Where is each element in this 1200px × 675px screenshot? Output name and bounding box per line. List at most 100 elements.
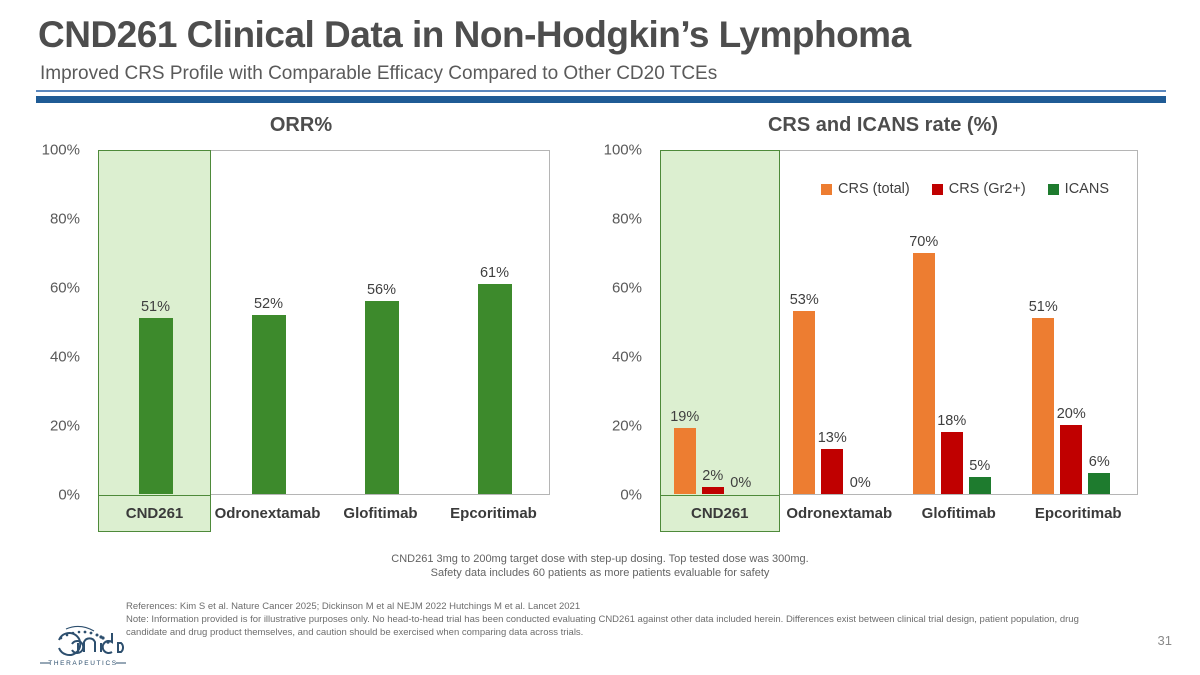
bar-slot: 53% xyxy=(790,149,819,494)
chart-note-line-1: CND261 3mg to 200mg target dose with ste… xyxy=(391,553,809,565)
chart-crs-category-band: CND261 Odronextamab Glofitimab Epcoritimab xyxy=(660,496,1138,532)
bar xyxy=(673,428,696,494)
y-axis-tick-crs: 60% xyxy=(611,279,642,297)
bar-slot: 70% xyxy=(909,149,938,494)
legend-label: CRS (Gr2+) xyxy=(948,181,1026,197)
bar-value-label: 5% xyxy=(969,457,991,474)
bar-slot: 19% xyxy=(670,149,699,494)
divider-thin-rule xyxy=(36,90,1166,92)
bar-value-label: 52% xyxy=(253,295,284,312)
bar xyxy=(701,487,724,494)
chart-crs-plot-area: 19% 2% 0% 53% 13% 0% 70% 18% 5% 51% 20% 6% CRS (tot… xyxy=(660,150,1138,496)
bar xyxy=(1032,318,1055,494)
bar-value-label: 61% xyxy=(479,264,510,281)
bar-group: 19% 2% 0% xyxy=(661,151,781,494)
bar-slot: 52% xyxy=(251,149,286,494)
bar-value-label: 6% xyxy=(1088,454,1110,471)
y-axis-tick-crs: 80% xyxy=(611,210,642,228)
bar-slot: 51% xyxy=(138,149,173,494)
page-title: CND261 Clinical Data in Non-Hodgkin’s Ly… xyxy=(38,14,911,55)
bar xyxy=(1088,473,1111,494)
y-axis-tick-orr: 0% xyxy=(58,486,80,504)
bar xyxy=(793,311,816,494)
legend-swatch-icon xyxy=(931,183,943,195)
category-label-glofitimab: Glofitimab xyxy=(343,505,418,522)
footnote-note-line-2: candidate and drug product themselves, a… xyxy=(126,627,584,638)
bar xyxy=(1060,425,1083,494)
logo-icon: THERAPEUTICS xyxy=(40,625,126,667)
legend-item: ICANS xyxy=(1047,181,1109,197)
category-label-epcoritimab: Epcoritimab xyxy=(1034,505,1122,522)
header-divider xyxy=(36,90,1166,103)
chart-crs-title: CRS and ICANS rate (%) xyxy=(767,114,999,136)
bar-value-label: 18% xyxy=(937,412,967,429)
bar xyxy=(968,476,991,494)
chart-orr-category-band: CND261 Odronextamab Glofitimab Epcoritimab xyxy=(98,496,550,532)
divider-thick-rule xyxy=(36,96,1166,103)
bar-value-label: 0% xyxy=(730,475,752,491)
chart-note-line-2: Safety data includes 60 patients as more… xyxy=(430,567,770,579)
legend-swatch-icon xyxy=(821,183,832,195)
y-axis-tick-orr: 20% xyxy=(49,417,80,435)
bar-slot: 18% xyxy=(937,149,966,494)
bar-value-label: 51% xyxy=(140,299,171,316)
y-axis-tick-crs: 0% xyxy=(620,486,642,504)
y-axis-tick-orr: 80% xyxy=(49,210,80,228)
bar-group: 61% xyxy=(438,151,551,494)
bar xyxy=(912,252,935,494)
bar-value-label: 19% xyxy=(670,409,700,426)
bar-value-label: 2% xyxy=(702,468,724,485)
y-axis-tick-orr: 40% xyxy=(49,348,80,366)
y-axis-tick-crs: 100% xyxy=(603,141,642,159)
category-label-cnd261: CND261 xyxy=(98,496,211,532)
bar-slot: 6% xyxy=(1088,149,1111,494)
legend-item: CRS (total) xyxy=(821,181,910,197)
bar xyxy=(251,314,286,494)
bar-value-label: 70% xyxy=(909,233,939,250)
chart-orr-bars: 51% 52% 56% 61% xyxy=(99,151,549,494)
bar-group: 70% 18% 5% xyxy=(900,151,1020,494)
bar-value-label: 51% xyxy=(1028,299,1058,316)
bar-slot: 0% xyxy=(849,149,871,494)
y-axis-tick-orr: 60% xyxy=(49,279,80,297)
bar-slot: 0% xyxy=(730,149,752,494)
legend-label: CRS (total) xyxy=(838,181,910,197)
bar-value-label: 20% xyxy=(1056,406,1086,422)
bar-value-label: 0% xyxy=(849,475,871,491)
category-label-odronextamab: Odronextamab xyxy=(214,505,321,522)
footnotes: References: Kim S et al. Nature Cancer 2… xyxy=(126,600,1126,639)
bar-slot: 5% xyxy=(968,149,991,494)
category-label-odronextamab: Odronextamab xyxy=(786,505,893,522)
chart-crs-y-axis: 0% 20% 40% 60% 80% 100% xyxy=(598,142,650,504)
bar xyxy=(138,318,173,494)
chart-crs: CRS and ICANS rate (%) 0% 20% 40% 60% 80% 100… xyxy=(598,112,1158,532)
chart-crs-legend: CRS (total) CRS (Gr2+) ICANS xyxy=(821,181,1109,197)
bar-value-label: 53% xyxy=(789,292,819,309)
bar-value-label: 13% xyxy=(817,430,847,447)
bar-slot: 13% xyxy=(818,149,847,494)
category-label-epcoritimab: Epcoritimab xyxy=(450,505,537,522)
bar-group: 51% 20% 6% xyxy=(1020,151,1140,494)
chart-crs-bars: 19% 2% 0% 53% 13% 0% 70% 18% 5% 51% 20% 6% xyxy=(661,151,1137,494)
chart-note: CND261 3mg to 200mg target dose with ste… xyxy=(300,552,900,580)
category-label-cnd261: CND261 xyxy=(660,496,780,532)
page-number: 31 xyxy=(1157,633,1172,648)
bar-slot: 2% xyxy=(701,149,724,494)
bar-slot: 61% xyxy=(477,149,512,494)
y-axis-tick-crs: 20% xyxy=(611,417,642,435)
footnote-references: References: Kim S et al. Nature Cancer 2… xyxy=(126,601,581,612)
candid-therapeutics-logo: THERAPEUTICS xyxy=(26,624,141,668)
bar-group: 52% xyxy=(212,151,325,494)
bar-slot: 56% xyxy=(364,149,399,494)
bar-group: 51% xyxy=(99,151,212,494)
svg-text:THERAPEUTICS: THERAPEUTICS xyxy=(48,660,117,667)
bar xyxy=(940,431,963,494)
chart-orr-y-axis: 0% 20% 40% 60% 80% 100% xyxy=(36,142,88,504)
legend-item: CRS (Gr2+) xyxy=(931,181,1026,197)
bar-group: 56% xyxy=(325,151,438,494)
chart-orr: ORR% 0% 20% 40% 60% 80% 100% 51% 52% 56% 61% CND… xyxy=(36,112,566,532)
legend-label: ICANS xyxy=(1064,181,1109,197)
page-subtitle: Improved CRS Profile with Comparable Eff… xyxy=(40,63,718,84)
legend-swatch-icon xyxy=(1047,183,1059,195)
bar-slot: 51% xyxy=(1029,149,1058,494)
